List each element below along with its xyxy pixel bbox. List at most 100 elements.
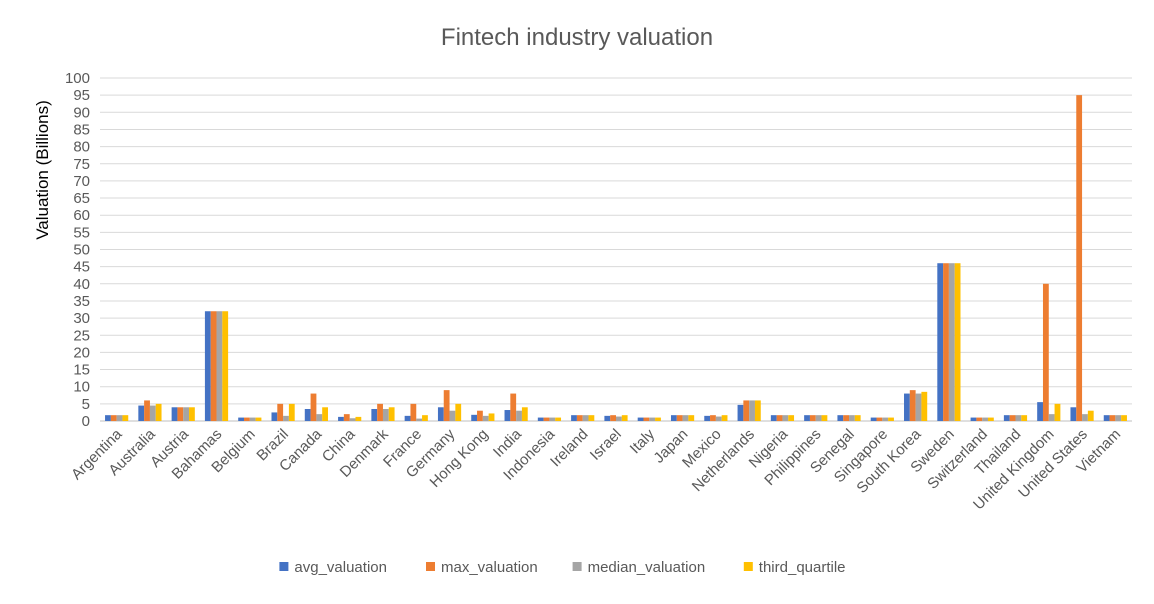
bar-avg_valuation bbox=[970, 417, 977, 421]
chart-title: Fintech industry valuation bbox=[441, 24, 713, 51]
bar-third_quartile bbox=[1054, 403, 1061, 421]
x-tick-labels: ArgentinaAustraliaAustriaBahamasBelgiumB… bbox=[68, 425, 1124, 513]
legend-swatch bbox=[572, 562, 582, 571]
bar-median_valuation bbox=[316, 414, 323, 421]
y-tick-label: 10 bbox=[73, 379, 90, 396]
bar-median_valuation bbox=[149, 405, 156, 421]
bar-max_valuation bbox=[210, 311, 217, 421]
bar-avg_valuation bbox=[437, 407, 444, 421]
bar-max_valuation bbox=[177, 407, 184, 421]
bar-third_quartile bbox=[987, 417, 994, 421]
bar-avg_valuation bbox=[837, 415, 844, 421]
bar-median_valuation bbox=[782, 415, 789, 421]
bar-max_valuation bbox=[377, 403, 383, 421]
bar-third_quartile bbox=[854, 415, 861, 421]
y-tick-label: 15 bbox=[73, 362, 90, 379]
bar-max_valuation bbox=[743, 400, 750, 421]
bar-third_quartile bbox=[355, 416, 362, 421]
bar-median_valuation bbox=[449, 410, 456, 421]
y-tick-label: 0 bbox=[82, 413, 90, 430]
bar-median_valuation bbox=[1115, 415, 1122, 421]
bar-max_valuation bbox=[510, 393, 517, 421]
bar-median_valuation bbox=[1015, 415, 1022, 421]
bar-max_valuation bbox=[443, 390, 450, 421]
y-tick-label: 55 bbox=[73, 224, 90, 241]
y-tick-label: 40 bbox=[73, 276, 90, 293]
legend-label: third_quartile bbox=[759, 559, 846, 576]
y-tick-label: 35 bbox=[73, 293, 90, 310]
legend-swatch bbox=[743, 562, 753, 571]
bar-avg_valuation bbox=[904, 393, 910, 421]
bar-third_quartile bbox=[954, 263, 961, 421]
bar-third_quartile bbox=[189, 407, 195, 421]
bar-max_valuation bbox=[876, 417, 883, 421]
bar-median_valuation bbox=[616, 416, 622, 421]
bar-avg_valuation bbox=[105, 415, 111, 421]
legend-item: third_quartile bbox=[743, 559, 846, 576]
bar-median_valuation bbox=[982, 417, 988, 421]
bar-median_valuation bbox=[815, 415, 822, 421]
bar-third_quartile bbox=[122, 415, 129, 421]
bar-median_valuation bbox=[582, 415, 589, 421]
bar-median_valuation bbox=[116, 415, 123, 421]
bar-max_valuation bbox=[310, 393, 317, 421]
bar-third_quartile bbox=[488, 413, 495, 421]
y-tick-label: 5 bbox=[82, 396, 90, 413]
bar-third_quartile bbox=[255, 417, 262, 421]
bar-avg_valuation bbox=[471, 414, 478, 421]
bar-third_quartile bbox=[1087, 410, 1094, 421]
bar-third_quartile bbox=[688, 415, 695, 421]
bar-avg_valuation bbox=[737, 404, 744, 421]
bar-median_valuation bbox=[349, 418, 356, 421]
bar-median_valuation bbox=[749, 400, 755, 421]
legend-label: avg_valuation bbox=[294, 559, 387, 576]
y-tick-label: 75 bbox=[73, 156, 90, 173]
legend-label: median_valuation bbox=[588, 559, 706, 576]
bar-avg_valuation bbox=[637, 417, 644, 421]
y-tick-label: 45 bbox=[73, 259, 90, 276]
bar-avg_valuation bbox=[604, 415, 611, 421]
bar-avg_valuation bbox=[1070, 407, 1077, 421]
bar-max_valuation bbox=[843, 415, 850, 421]
bar-median_valuation bbox=[948, 263, 955, 421]
y-tick-label: 100 bbox=[65, 70, 90, 87]
bar-avg_valuation bbox=[238, 417, 245, 421]
bar-third_quartile bbox=[754, 400, 761, 421]
legend-item: max_valuation bbox=[426, 559, 538, 576]
bar-third_quartile bbox=[1121, 415, 1127, 421]
bar-third_quartile bbox=[555, 417, 562, 421]
bar-avg_valuation bbox=[670, 415, 677, 421]
bar-max_valuation bbox=[1109, 415, 1116, 421]
bar-third_quartile bbox=[621, 415, 628, 421]
bar-max_valuation bbox=[410, 403, 417, 421]
bar-third_quartile bbox=[322, 407, 328, 421]
bar-median_valuation bbox=[682, 415, 689, 421]
y-tick-label: 95 bbox=[73, 87, 90, 104]
bar-avg_valuation bbox=[338, 416, 344, 421]
bar-max_valuation bbox=[1042, 283, 1049, 421]
bar-third_quartile bbox=[222, 311, 229, 421]
bar-max_valuation bbox=[1009, 415, 1016, 421]
y-tick-label: 25 bbox=[73, 327, 90, 344]
bar-max_valuation bbox=[710, 415, 716, 421]
bar-median_valuation bbox=[715, 416, 722, 421]
bar-avg_valuation bbox=[704, 415, 711, 421]
y-tick-label: 80 bbox=[73, 139, 90, 156]
bar-third_quartile bbox=[422, 415, 428, 421]
bar-median_valuation bbox=[516, 410, 522, 421]
y-axis-label: Valuation (Billions) bbox=[33, 100, 52, 240]
bar-median_valuation bbox=[849, 415, 855, 421]
y-tick-label: 20 bbox=[73, 344, 90, 361]
legend-label: max_valuation bbox=[441, 559, 538, 576]
bar-max_valuation bbox=[676, 415, 683, 421]
bar-avg_valuation bbox=[537, 417, 544, 421]
legend-swatch bbox=[426, 562, 435, 571]
bar-third_quartile bbox=[655, 417, 661, 421]
bar-third_quartile bbox=[155, 403, 162, 421]
bar-max_valuation bbox=[110, 415, 117, 421]
bar-median_valuation bbox=[482, 415, 489, 421]
bar-max_valuation bbox=[277, 403, 284, 421]
bar-avg_valuation bbox=[204, 311, 211, 421]
bar-third_quartile bbox=[288, 403, 295, 421]
